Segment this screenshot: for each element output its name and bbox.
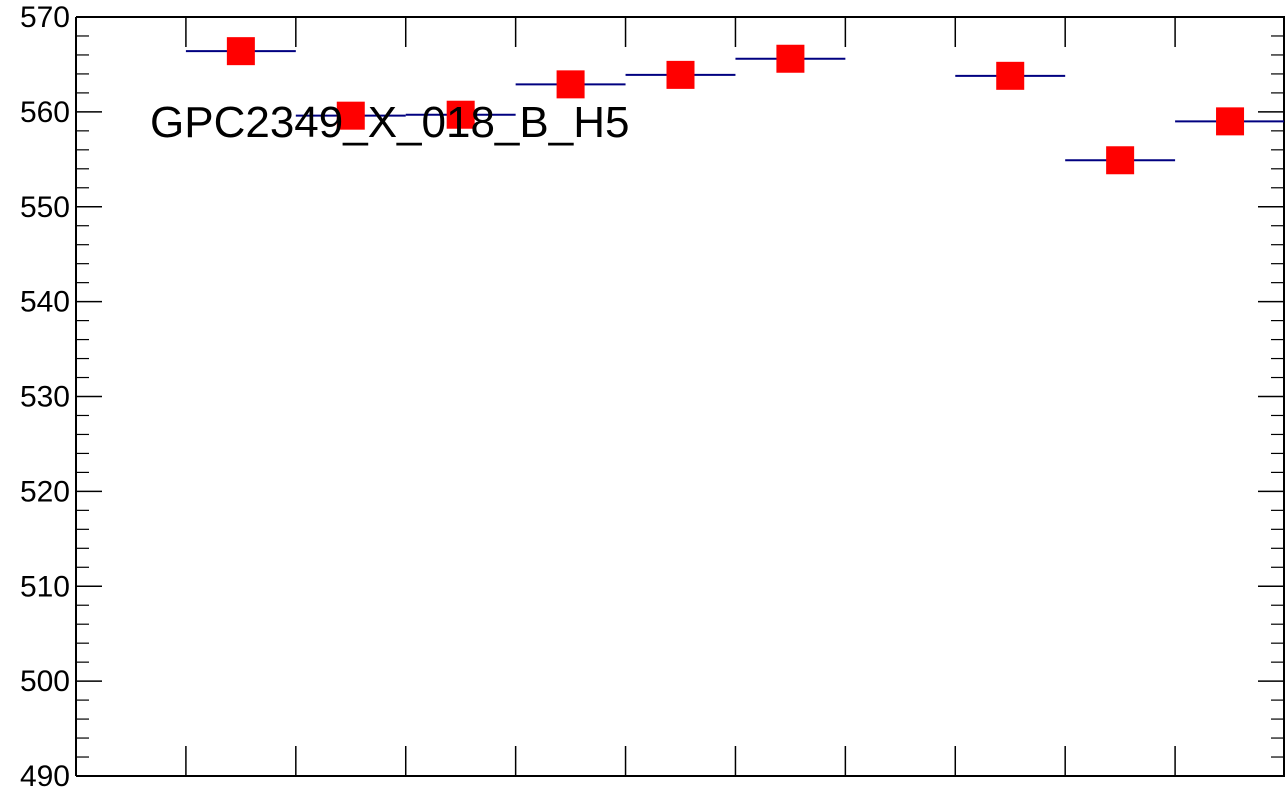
data-point-marker xyxy=(446,100,475,129)
y-tick-label: 490 xyxy=(20,760,70,793)
y-tick-label: 560 xyxy=(20,96,70,129)
plot-frame xyxy=(75,16,1285,777)
chart-title: GPC2349_X_018_B_H5 xyxy=(150,98,629,147)
data-point-marker xyxy=(996,61,1025,90)
data-point-marker xyxy=(666,60,695,89)
y-tick-label: 540 xyxy=(20,286,70,319)
data-point-marker xyxy=(1216,107,1245,136)
y-tick-label: 520 xyxy=(20,475,70,508)
data-point-marker xyxy=(556,70,585,99)
y-axis: 490 500 510 520 530 540 550 560 570 xyxy=(20,1,1284,793)
y-tick-label: 510 xyxy=(20,570,70,603)
x-axis xyxy=(185,17,1176,776)
y-tick-label: 570 xyxy=(20,1,70,34)
data-point-marker xyxy=(336,101,365,130)
y-tick-label: 550 xyxy=(20,191,70,224)
data-point-marker xyxy=(226,37,255,66)
data-point-marker xyxy=(1106,146,1135,175)
y-tick-label: 530 xyxy=(20,381,70,414)
y-tick-label: 500 xyxy=(20,665,70,698)
data-markers xyxy=(226,37,1245,175)
data-point-marker xyxy=(776,44,805,73)
